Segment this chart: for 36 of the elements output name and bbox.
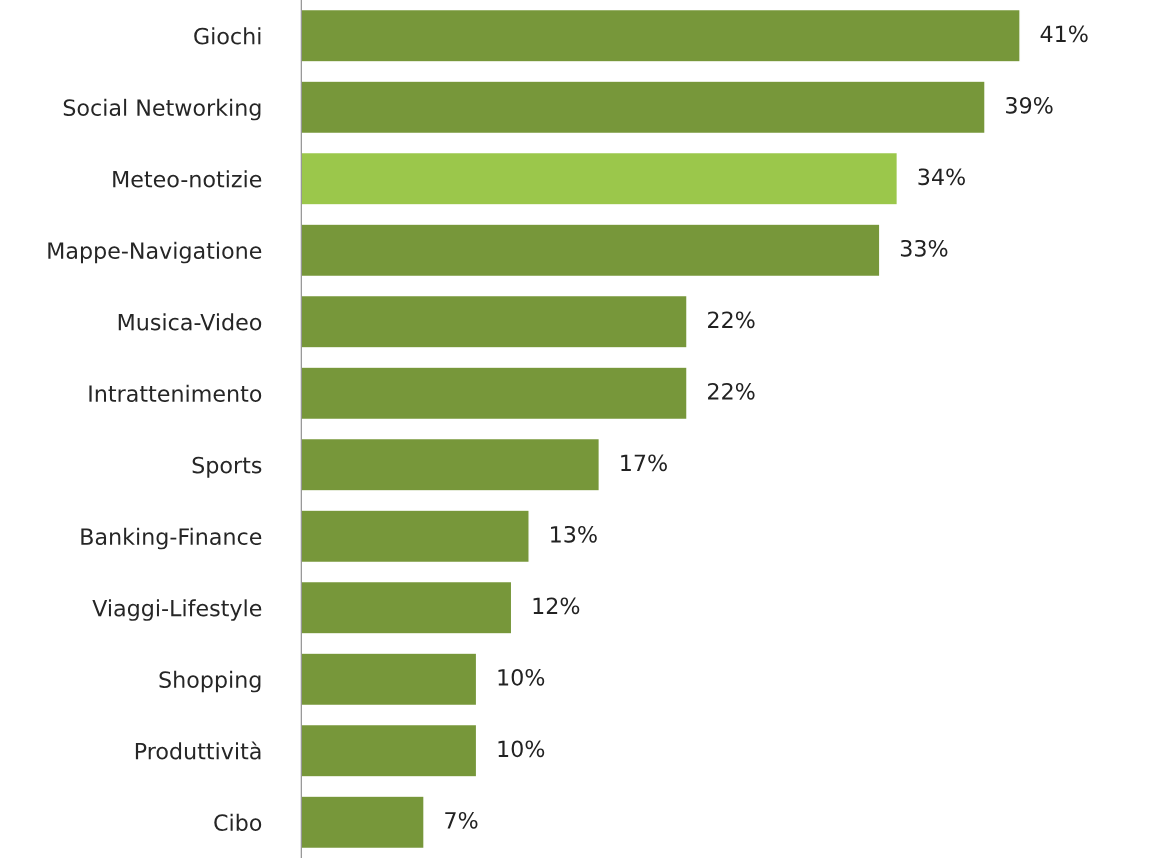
data-label: 13% xyxy=(551,525,597,543)
data-label: 33% xyxy=(900,239,948,257)
y-tick-label: Social Networking xyxy=(63,98,261,121)
y-tick-label: Mappe-Navigatione xyxy=(48,241,262,264)
bar xyxy=(301,652,478,707)
data-label: 10% xyxy=(498,740,545,758)
bar xyxy=(301,294,688,349)
bar xyxy=(301,223,881,278)
y-tick-label: Sports xyxy=(192,456,262,478)
bar xyxy=(301,8,1021,63)
bar xyxy=(301,509,530,564)
data-label: 10% xyxy=(498,668,545,686)
y-tick-label: Produttività xyxy=(135,741,261,760)
data-label: 39% xyxy=(1006,96,1053,114)
y-tick-label: Viaggi-Lifestyle xyxy=(92,599,262,621)
y-tick-label: Cibo xyxy=(214,813,262,832)
y-tick-label: Meteo-notizie xyxy=(113,170,262,188)
y-tick-label: Musica-Video xyxy=(118,313,262,331)
bar xyxy=(301,723,478,778)
data-label: 41% xyxy=(1040,25,1088,43)
bar xyxy=(301,80,986,135)
data-label: 7% xyxy=(445,811,478,829)
data-label: 22% xyxy=(708,311,755,329)
bar xyxy=(301,366,688,421)
data-label: 12% xyxy=(533,597,580,615)
data-label: 34% xyxy=(918,168,965,186)
bar xyxy=(301,437,601,492)
data-label: 17% xyxy=(621,454,667,472)
y-tick-label: Shopping xyxy=(159,670,261,693)
bar xyxy=(301,580,513,635)
y-tick-label: Giochi xyxy=(194,27,261,45)
y-tick-label: Banking-Finance xyxy=(81,527,262,550)
y-tick-label: Intrattenimento xyxy=(89,384,262,403)
bar xyxy=(301,795,425,850)
bar xyxy=(301,151,899,206)
data-label: 22% xyxy=(708,382,755,400)
